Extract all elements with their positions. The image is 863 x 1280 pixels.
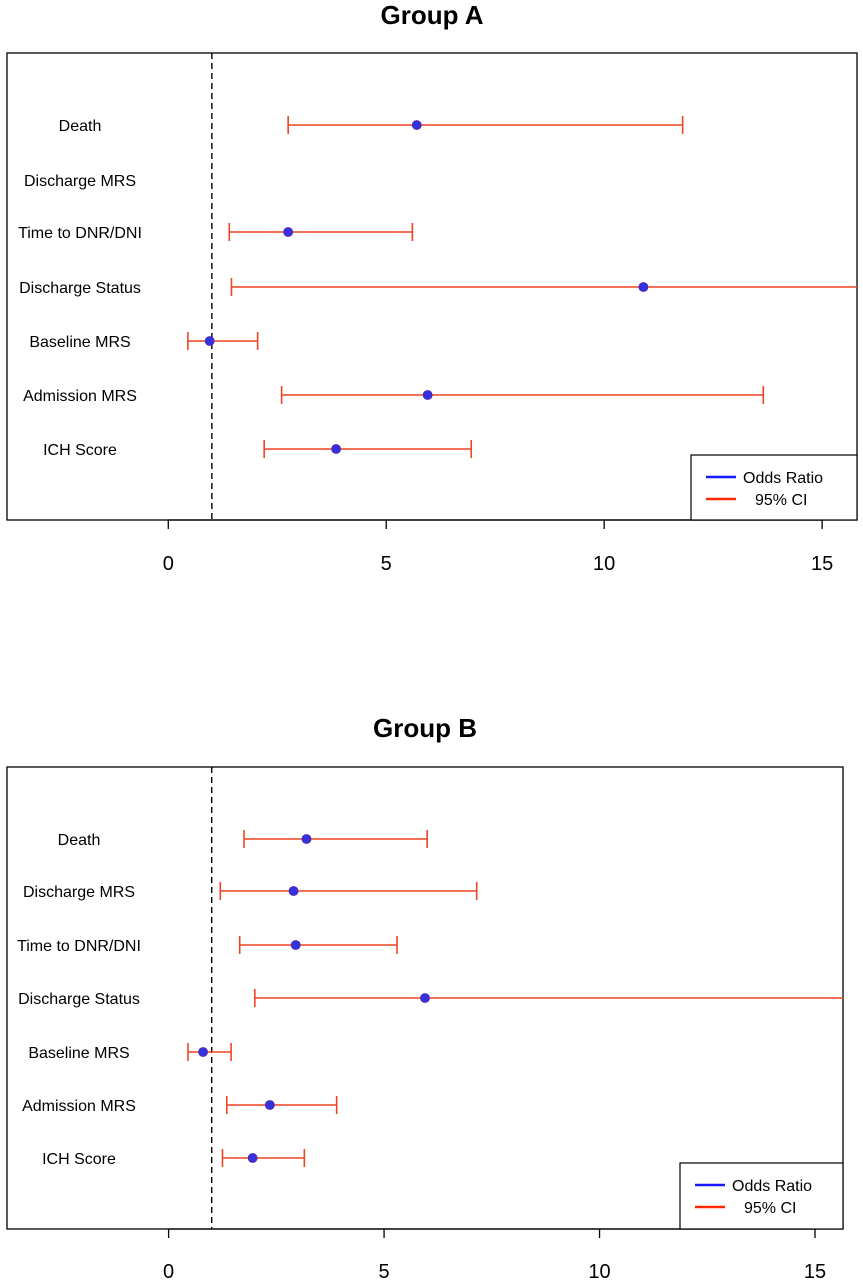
category-label: Discharge MRS	[24, 173, 136, 190]
odds-ratio-point	[638, 282, 649, 292]
legend-label: 95% CI	[744, 1200, 796, 1217]
category-label: Admission MRS	[23, 388, 137, 405]
odds-ratio-point	[290, 940, 301, 950]
x-tick-label: 5	[378, 1261, 389, 1280]
x-tick-label: 0	[163, 1261, 174, 1280]
odds-ratio-point	[288, 886, 299, 896]
odds-ratio-point	[301, 834, 312, 844]
legend-label: Odds Ratio	[743, 470, 823, 487]
odds-ratio-point	[247, 1153, 258, 1163]
odds-ratio-point	[331, 444, 342, 454]
x-tick-label: 10	[593, 553, 615, 575]
category-label: Baseline MRS	[29, 334, 130, 351]
plot-area	[187, 53, 857, 520]
category-label: ICH Score	[43, 442, 117, 459]
category-label: Death	[59, 118, 102, 135]
odds-ratio-point	[422, 390, 433, 400]
odds-ratio-point	[204, 336, 215, 346]
legend-box	[679, 1162, 844, 1230]
category-label: Death	[58, 832, 101, 849]
x-tick-label: 5	[381, 553, 392, 575]
category-label: Admission MRS	[22, 1098, 136, 1115]
category-label: Time to DNR/DNI	[17, 938, 141, 955]
plot-area	[187, 767, 843, 1229]
x-tick-label: 15	[811, 553, 833, 575]
category-label: Discharge Status	[18, 991, 140, 1008]
legend-box	[690, 454, 858, 521]
panel-group-b: Group B Death Discharge MRS Time to DNR/DNI…	[6, 713, 844, 1280]
legend-label: Odds Ratio	[732, 1178, 812, 1195]
odds-ratio-point	[420, 993, 430, 1003]
panel-title: Group B	[373, 713, 477, 743]
x-tick-label: 10	[588, 1261, 610, 1280]
odds-ratio-point	[264, 1100, 275, 1110]
category-label: Time to DNR/DNI	[18, 225, 142, 242]
x-tick-label: 0	[163, 553, 174, 575]
odds-ratio-point	[411, 120, 422, 130]
category-label: Discharge MRS	[23, 884, 135, 901]
x-tick-label: 15	[804, 1261, 826, 1280]
panel-title: Group A	[380, 0, 483, 30]
odds-ratio-point	[283, 227, 294, 237]
odds-ratio-point	[198, 1047, 208, 1057]
legend-label: 95% CI	[755, 492, 807, 509]
panel-group-a: Group A Death Discharge MRS Time to DNR/DNI…	[6, 0, 858, 575]
category-label: ICH Score	[42, 1151, 116, 1168]
category-label: Discharge Status	[19, 280, 141, 297]
category-label: Baseline MRS	[28, 1045, 129, 1062]
